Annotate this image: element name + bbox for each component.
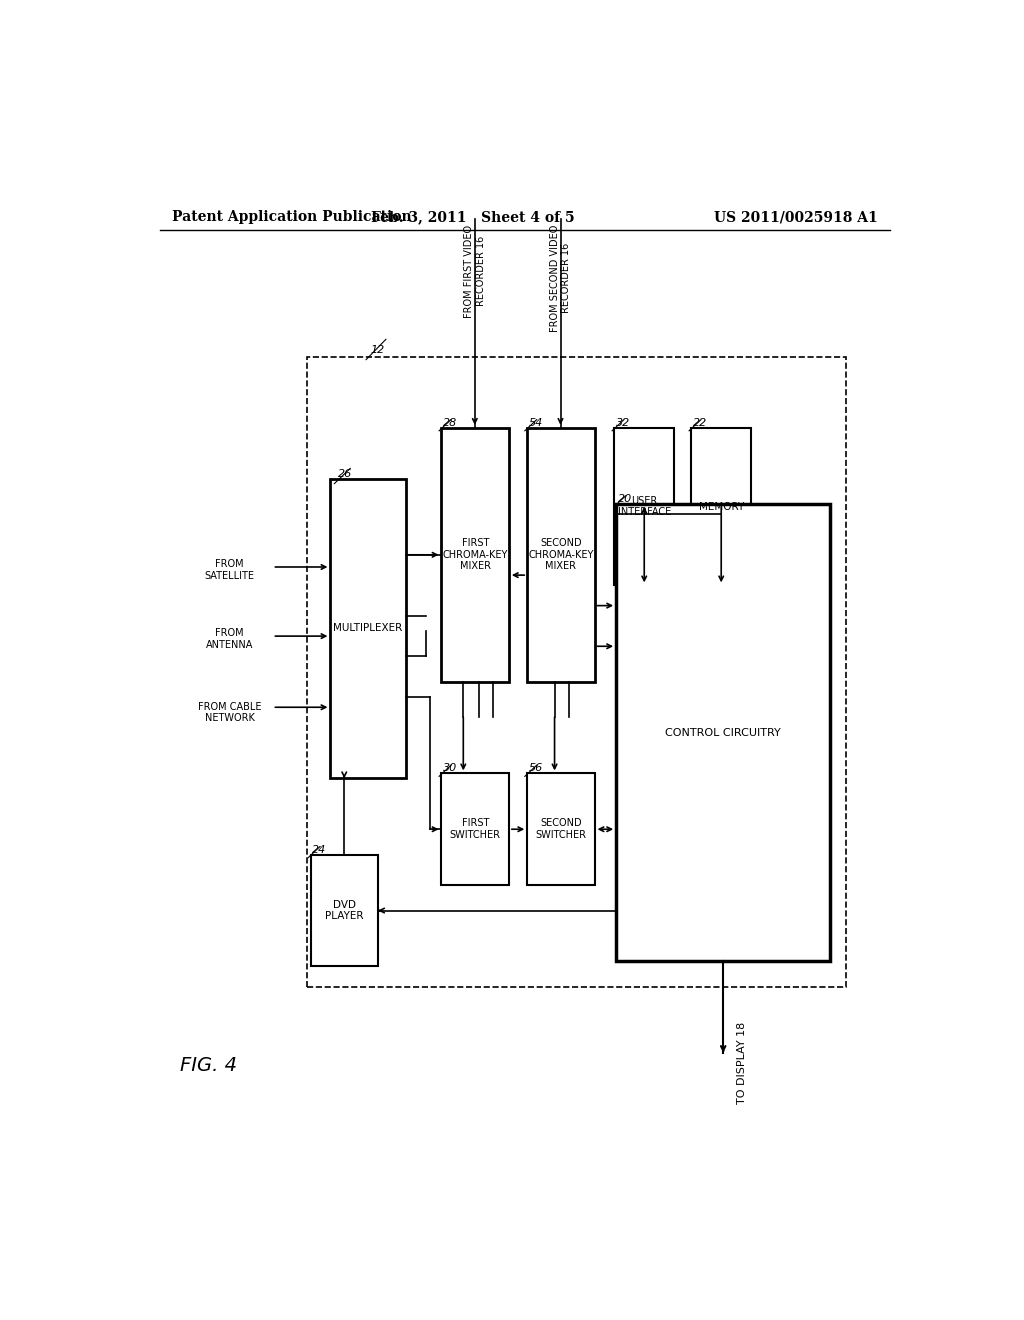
Text: MEMORY: MEMORY bbox=[698, 502, 743, 512]
Bar bbox=[441, 428, 509, 682]
Text: 30: 30 bbox=[443, 763, 458, 774]
Text: 22: 22 bbox=[693, 417, 708, 428]
Text: 54: 54 bbox=[528, 417, 543, 428]
Bar bbox=[310, 854, 378, 966]
Bar bbox=[331, 479, 406, 779]
Bar bbox=[616, 504, 830, 961]
Text: DVD
PLAYER: DVD PLAYER bbox=[325, 900, 364, 921]
Text: FROM FIRST VIDEO
RECORDER 16: FROM FIRST VIDEO RECORDER 16 bbox=[464, 224, 485, 318]
Bar bbox=[527, 428, 595, 682]
Text: CONTROL CIRCUITRY: CONTROL CIRCUITRY bbox=[666, 727, 781, 738]
Text: FROM SECOND VIDEO
RECORDER 16: FROM SECOND VIDEO RECORDER 16 bbox=[550, 224, 571, 331]
Text: 26: 26 bbox=[338, 469, 352, 479]
Text: FIRST
SWITCHER: FIRST SWITCHER bbox=[450, 818, 501, 840]
Text: 12: 12 bbox=[370, 345, 384, 355]
Text: Patent Application Publication: Patent Application Publication bbox=[172, 210, 412, 224]
Text: 56: 56 bbox=[528, 763, 543, 774]
Text: MULTIPLEXER: MULTIPLEXER bbox=[334, 623, 402, 634]
Text: 32: 32 bbox=[616, 417, 631, 428]
Text: USER
INTERFACE: USER INTERFACE bbox=[617, 496, 671, 517]
Bar bbox=[527, 774, 595, 886]
Bar bbox=[614, 428, 674, 585]
Text: FROM
ANTENNA: FROM ANTENNA bbox=[206, 628, 253, 649]
Text: 20: 20 bbox=[617, 494, 632, 504]
Text: Feb. 3, 2011   Sheet 4 of 5: Feb. 3, 2011 Sheet 4 of 5 bbox=[372, 210, 575, 224]
Text: FIRST
CHROMA-KEY
MIXER: FIRST CHROMA-KEY MIXER bbox=[442, 539, 508, 572]
Text: FROM CABLE
NETWORK: FROM CABLE NETWORK bbox=[198, 701, 261, 723]
Text: 28: 28 bbox=[443, 417, 458, 428]
Text: TO DISPLAY 18: TO DISPLAY 18 bbox=[737, 1022, 748, 1104]
Text: 24: 24 bbox=[312, 845, 327, 854]
Bar bbox=[691, 428, 751, 585]
Text: FROM
SATELLITE: FROM SATELLITE bbox=[205, 560, 255, 581]
Bar bbox=[441, 774, 509, 886]
Text: FIG. 4: FIG. 4 bbox=[179, 1056, 237, 1074]
Text: SECOND
CHROMA-KEY
MIXER: SECOND CHROMA-KEY MIXER bbox=[528, 539, 594, 572]
Bar bbox=[306, 356, 846, 987]
Text: SECOND
SWITCHER: SECOND SWITCHER bbox=[536, 818, 587, 840]
Text: US 2011/0025918 A1: US 2011/0025918 A1 bbox=[714, 210, 878, 224]
